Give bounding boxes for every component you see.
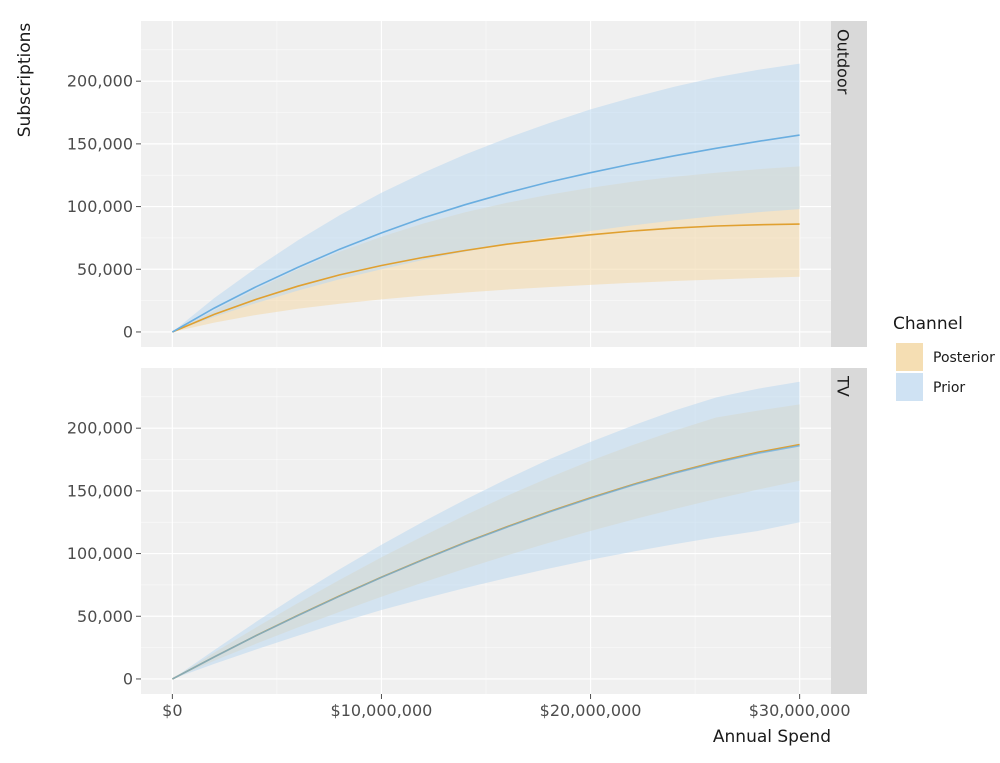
x-tick-label: $30,000,000 bbox=[749, 701, 851, 720]
prior-credible-band bbox=[172, 381, 800, 679]
prior-credible-band bbox=[172, 63, 800, 332]
y-tick-label: 50,000 bbox=[77, 607, 133, 626]
y-axis-title: Subscriptions bbox=[15, 23, 35, 138]
y-tick-label: 100,000 bbox=[67, 544, 133, 563]
legend-title: Channel bbox=[893, 314, 963, 334]
y-tick-label: 0 bbox=[123, 669, 133, 688]
prior-mean-line bbox=[172, 444, 800, 680]
x-tick-label: $20,000,000 bbox=[540, 701, 642, 720]
x-axis-title: Annual Spend bbox=[713, 727, 831, 747]
prior-mean-line bbox=[172, 134, 800, 333]
y-tick-label: 200,000 bbox=[67, 419, 133, 438]
y-tick-label: 50,000 bbox=[77, 260, 133, 279]
facet-label-outdoor: Outdoor bbox=[834, 29, 853, 95]
x-tick-label: $0 bbox=[162, 701, 182, 720]
legend-label-prior: Prior bbox=[933, 380, 965, 396]
posterior-mean-line bbox=[172, 223, 800, 333]
panel-outdoor: Outdoor bbox=[141, 21, 867, 347]
y-tick-label: 150,000 bbox=[67, 481, 133, 500]
x-tick-label: $10,000,000 bbox=[331, 701, 433, 720]
y-tick-label: 100,000 bbox=[67, 197, 133, 216]
legend-key-posterior bbox=[896, 343, 923, 371]
legend: Channel Posterior Prior bbox=[893, 314, 995, 401]
axes: 0 50,000 100,000 150,000 200,000 0 50,000 100,0… bbox=[67, 72, 851, 720]
legend-label-posterior: Posterior bbox=[933, 350, 995, 366]
facet-strip bbox=[831, 21, 867, 347]
y-tick-label: 150,000 bbox=[67, 134, 133, 153]
facet-strip bbox=[831, 368, 867, 694]
panel-tv: TV bbox=[141, 368, 867, 694]
y-tick-label: 200,000 bbox=[67, 72, 133, 91]
facet-label-tv: TV bbox=[834, 375, 853, 397]
y-tick-label: 0 bbox=[123, 322, 133, 341]
legend-key-prior bbox=[896, 373, 923, 401]
panels: Outdoor TV bbox=[141, 21, 867, 694]
